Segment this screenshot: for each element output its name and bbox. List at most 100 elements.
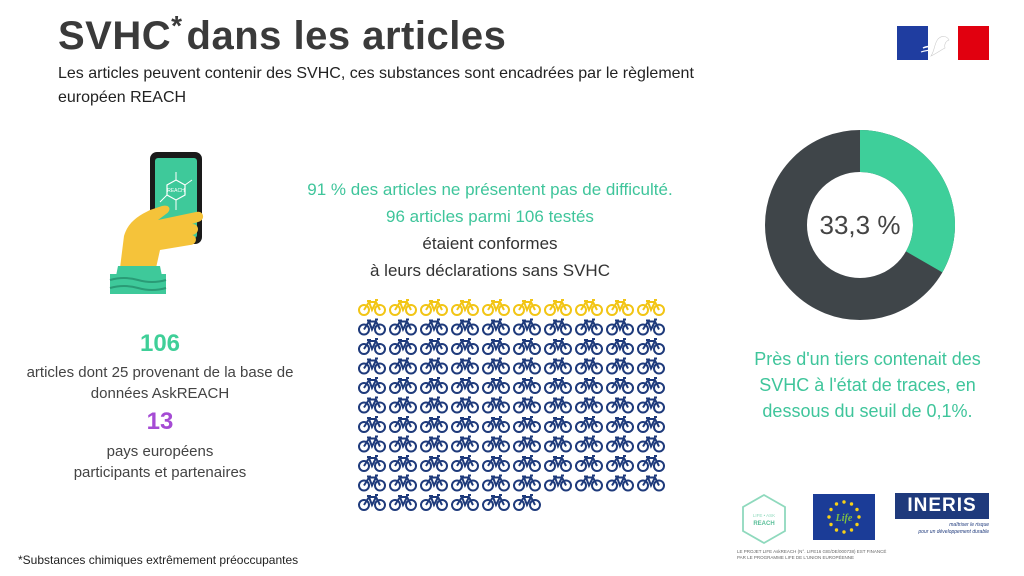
bicycle-icon: [451, 416, 479, 433]
bicycle-icon: [575, 416, 603, 433]
bicycle-icon: [358, 455, 386, 472]
askreach-logo: LIFE • ASK REACH: [742, 493, 786, 545]
summary-line-3: étaient conformes: [422, 234, 558, 253]
bicycle-icon: [358, 357, 386, 375]
bicycle-icon: [451, 396, 479, 414]
bicycle-icon: [358, 318, 386, 336]
bicycle-icon: [575, 318, 603, 336]
logos-caption: LE PROJET LIFE AskREACH (N°. LIFE16 GIE/…: [737, 549, 887, 560]
summary-line-1: 91 % des articles ne présentent pas de d…: [307, 180, 673, 199]
bicycle-icon: [513, 299, 541, 316]
page-subtitle: Les articles peuvent contenir des SVHC, …: [58, 65, 694, 106]
bicycle-icon: [482, 455, 510, 472]
bicycle-icon: [420, 396, 448, 414]
bicycle-icon: [482, 357, 510, 375]
bicycle-icon: [575, 474, 603, 492]
bicycle-icon: [544, 435, 572, 453]
bicycle-icon: [637, 318, 665, 336]
bicycle-icon: [451, 318, 479, 336]
traces-summary: Près d'un tiers contenait des SVHC à l'é…: [754, 349, 981, 421]
bicycle-icon: [606, 396, 634, 414]
bicycle-icon: [575, 435, 603, 453]
bicycle-icon: [544, 474, 572, 492]
bicycle-icon: [544, 318, 572, 336]
bicycle-icon: [544, 357, 572, 375]
countries-count: 13: [146, 408, 174, 435]
bicycle-icon: [575, 299, 603, 316]
bicycle-icon: [606, 318, 634, 336]
bicycle-icon: [451, 299, 479, 316]
eu-star-icon: [829, 507, 833, 512]
bicycle-icon: [544, 455, 572, 472]
bicycle-icon: [482, 396, 510, 414]
articles-count: 106: [139, 330, 181, 357]
bicycle-icon: [451, 494, 479, 511]
donut-chart: [765, 130, 955, 320]
svg-text:REACH: REACH: [167, 188, 185, 194]
bicycle-icon: [575, 377, 603, 394]
countries-description: pays européens participants et partenaire…: [73, 443, 247, 481]
eu-life-logo: Life: [813, 494, 875, 540]
bicycle-icon: [606, 357, 634, 375]
bicycle-icon: [606, 474, 634, 492]
bicycle-icon: [482, 435, 510, 453]
bicycle-icon: [420, 299, 448, 316]
bicycle-icon: [482, 338, 510, 355]
bicycle-icon: [637, 377, 665, 394]
eu-star-icon: [834, 528, 839, 532]
bicycle-icon: [420, 435, 448, 453]
ineris-logo: INERIS maîtriser le risque pour un dével…: [895, 493, 989, 539]
page-title: SVHC* dans les articles: [58, 10, 507, 58]
french-republic-logo: [897, 26, 989, 60]
bicycle-icon: [513, 416, 541, 433]
bicycle-icon: [358, 396, 386, 414]
bicycle-icon: [606, 435, 634, 453]
bicycle-icon: [513, 474, 541, 492]
bicycle-icon: [358, 299, 386, 316]
bicycle-icon: [482, 494, 510, 511]
bicycle-icon: [606, 455, 634, 472]
bicycle-icon: [544, 338, 572, 355]
bicycle-icon: [389, 318, 417, 336]
bicycle-icon: [637, 338, 665, 355]
bicycle-icon: [606, 416, 634, 433]
articles-description: articles dont 25 provenant de la base de…: [26, 364, 294, 402]
bicycle-icon: [606, 377, 634, 394]
bicycle-icon: [513, 338, 541, 355]
eu-star-icon: [857, 515, 861, 519]
bicycle-icon: [513, 396, 541, 414]
svg-text:Life: Life: [835, 513, 853, 524]
bicycle-icon: [575, 455, 603, 472]
bicycle-icon: [389, 299, 417, 316]
bicycle-icon: [606, 338, 634, 355]
bicycle-icon: [513, 494, 541, 511]
bicycle-icon: [513, 357, 541, 375]
bicycle-icon: [358, 435, 386, 453]
bicycle-icon: [451, 455, 479, 472]
bicycle-icon: [358, 474, 386, 492]
bicycle-icon: [451, 338, 479, 355]
bicycle-icon: [420, 416, 448, 433]
phone-hand-icon: REACH: [109, 152, 204, 294]
bicycle-icon: [482, 377, 510, 394]
bicycle-icon: [389, 416, 417, 433]
bicycle-icon: [482, 416, 510, 433]
eu-star-icon: [849, 528, 854, 532]
eu-star-icon: [834, 502, 839, 506]
bicycle-icon: [420, 357, 448, 375]
bicycle-icon: [606, 299, 634, 316]
summary-line-4: à leurs déclarations sans SVHC: [369, 261, 610, 280]
bicycle-icon: [420, 455, 448, 472]
bicycle-icon: [389, 474, 417, 492]
bicycle-icon: [451, 474, 479, 492]
bicycle-icon: [637, 416, 665, 433]
bicycle-icon: [389, 455, 417, 472]
eu-star-icon: [855, 507, 859, 512]
donut-svhc-segment: [859, 130, 955, 273]
bicycle-icon: [544, 396, 572, 414]
bicycle-icon: [389, 338, 417, 355]
eu-star-icon: [829, 522, 833, 527]
bicycle-icon: [358, 338, 386, 355]
eu-star-icon: [849, 502, 854, 506]
footnote: *Substances chimiques extrêmement préocc…: [18, 553, 299, 567]
